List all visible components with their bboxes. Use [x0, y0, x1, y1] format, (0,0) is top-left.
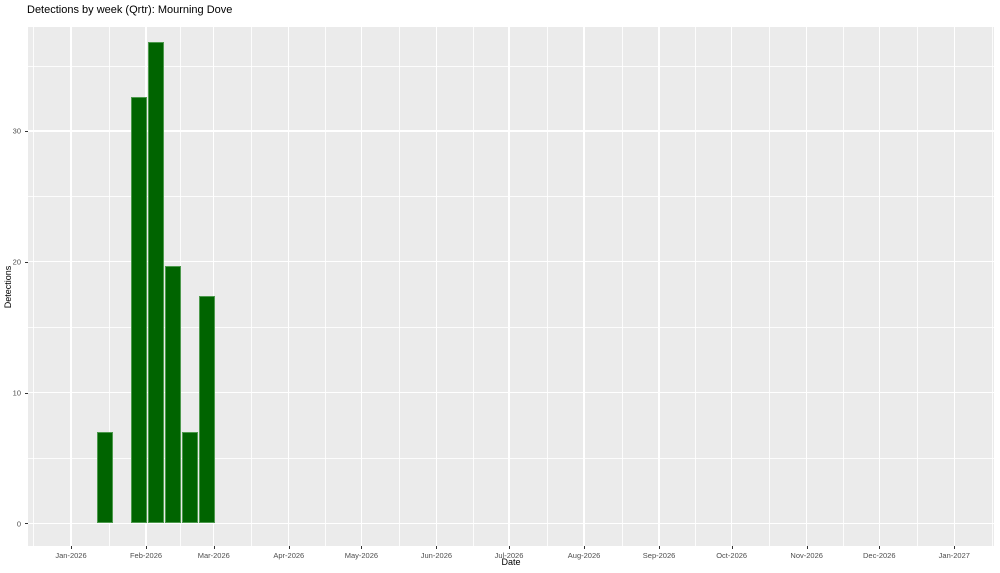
x-major-gridline — [878, 27, 880, 546]
x-axis-title: Date — [501, 557, 521, 567]
x-tick-mark — [731, 546, 733, 549]
y-tick-label: 10 — [12, 388, 21, 398]
x-tick-label: Oct-2026 — [716, 551, 748, 560]
x-tick-label: Aug-2026 — [567, 551, 601, 560]
x-minor-gridline — [398, 27, 400, 546]
x-tick-label: Jul-2026 — [494, 551, 524, 560]
y-minor-gridline — [28, 457, 994, 459]
x-tick-label: Nov-2026 — [790, 551, 823, 560]
x-minor-gridline — [842, 27, 844, 546]
x-tick-label: Jun-2026 — [420, 551, 453, 560]
x-minor-gridline — [325, 27, 326, 546]
x-minor-gridline — [769, 27, 770, 546]
x-major-gridline — [435, 27, 438, 546]
x-tick-label: Apr-2026 — [273, 551, 305, 560]
bar — [96, 431, 113, 524]
x-tick-label: Mar-2026 — [197, 551, 230, 560]
y-tick-label: 0 — [16, 519, 21, 529]
y-tick-mark — [25, 130, 28, 132]
x-tick-mark — [879, 546, 881, 549]
x-major-gridline — [730, 27, 733, 546]
y-tick-mark — [25, 523, 28, 525]
x-tick-label: Feb-2026 — [129, 551, 163, 560]
x-major-gridline — [805, 27, 808, 546]
x-minor-gridline — [472, 27, 474, 546]
x-major-gridline — [360, 27, 363, 546]
y-major-gridline — [28, 522, 994, 524]
x-tick-label: Sep-2026 — [642, 551, 676, 560]
x-tick-mark — [509, 546, 511, 549]
y-major-gridline — [28, 391, 994, 394]
x-major-gridline — [658, 27, 660, 546]
x-minor-gridline — [695, 27, 697, 546]
x-minor-gridline — [33, 27, 35, 546]
bar — [147, 41, 164, 524]
x-tick-mark — [213, 546, 215, 549]
x-tick-mark — [71, 546, 72, 549]
x-minor-gridline — [621, 27, 623, 546]
plot-panel — [28, 27, 994, 546]
x-tick-mark — [584, 546, 586, 549]
x-tick-label: Jan-2026 — [55, 551, 87, 560]
x-minor-gridline — [251, 27, 252, 546]
x-major-gridline — [953, 27, 955, 546]
y-minor-gridline — [28, 327, 994, 328]
x-tick-mark — [806, 546, 808, 549]
y-major-gridline — [28, 261, 994, 263]
bar — [164, 265, 181, 524]
x-minor-gridline — [546, 27, 548, 546]
x-minor-gridline — [916, 27, 918, 546]
bar — [130, 96, 147, 524]
x-minor-gridline — [991, 27, 993, 546]
x-major-gridline — [70, 27, 72, 546]
y-minor-gridline — [28, 196, 994, 197]
y-major-gridline — [28, 130, 994, 132]
x-tick-label: Jan-2027 — [938, 551, 970, 560]
x-tick-mark — [288, 546, 290, 549]
chart-title: Detections by week (Qrtr): Mourning Dove — [27, 4, 233, 16]
x-tick-mark — [954, 546, 956, 549]
x-minor-gridline — [108, 27, 110, 546]
y-tick-mark — [25, 392, 28, 394]
x-major-gridline — [508, 27, 510, 546]
x-tick-label: May-2026 — [344, 551, 379, 560]
x-major-gridline — [213, 27, 215, 546]
x-tick-label: Dec-2026 — [863, 551, 896, 560]
bar — [181, 431, 198, 524]
x-tick-mark — [659, 546, 661, 549]
x-major-gridline — [288, 27, 290, 546]
y-axis-title: Detections — [3, 265, 13, 308]
y-tick-label: 30 — [12, 126, 21, 136]
x-tick-mark — [361, 546, 363, 549]
y-tick-label: 20 — [12, 257, 21, 267]
bar — [198, 295, 215, 524]
y-minor-gridline — [28, 65, 994, 67]
y-tick-mark — [25, 261, 28, 263]
x-major-gridline — [583, 27, 585, 546]
x-tick-mark — [146, 546, 148, 549]
x-tick-mark — [436, 546, 438, 549]
